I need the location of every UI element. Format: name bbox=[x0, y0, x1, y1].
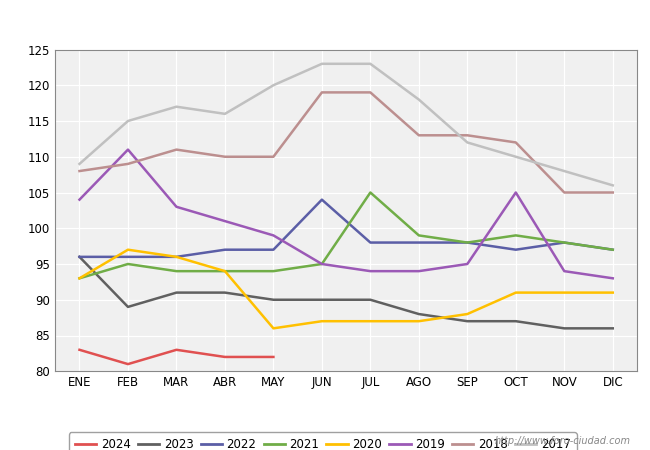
Text: http://www.foro-ciudad.com: http://www.foro-ciudad.com bbox=[495, 436, 630, 446]
Text: Afiliados en Barberà de la Conca a 31/5/2024: Afiliados en Barberà de la Conca a 31/5/… bbox=[137, 14, 513, 33]
Legend: 2024, 2023, 2022, 2021, 2020, 2019, 2018, 2017: 2024, 2023, 2022, 2021, 2020, 2019, 2018… bbox=[69, 432, 577, 450]
